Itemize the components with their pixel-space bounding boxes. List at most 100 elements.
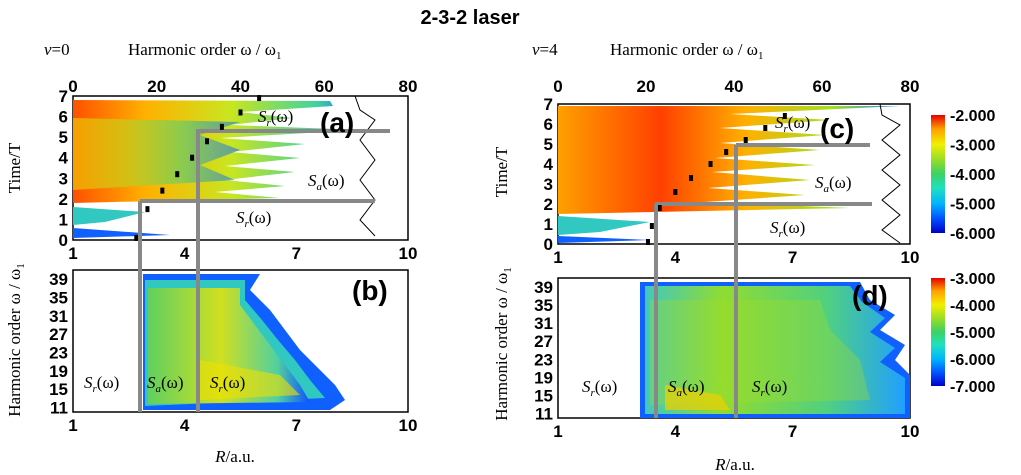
y-tick-label: 5 — [59, 128, 68, 147]
label-sa-b: Sa(ω) — [147, 373, 184, 395]
x-tick-label: 10 — [901, 248, 920, 267]
colorbar-tick-label: -3.000 — [950, 138, 995, 155]
y-tick-label: 35 — [534, 296, 553, 315]
y-tick-label: 27 — [534, 332, 553, 351]
colorbar-tick-label: -5.000 — [950, 325, 995, 342]
panel-c: v=4 Harmonic order ω / ω1 0 20 40 60 80 (c) … — [492, 40, 995, 267]
label-sr-left-d: Sr(ω) — [582, 377, 617, 399]
top-axis-ticks-a: 0 20 40 60 80 — [68, 77, 417, 96]
x-tick-label: 10 — [901, 422, 920, 441]
y-tick-label: 15 — [49, 380, 68, 399]
label-sr-upper-a: Sr(ω) — [258, 107, 293, 129]
label-sr-upper-c: Sr(ω) — [775, 113, 810, 135]
y-tick-label: 31 — [534, 314, 553, 333]
trajectory-point — [645, 239, 650, 245]
trajectory-point — [708, 161, 713, 167]
y-tick-label: 19 — [49, 362, 68, 381]
colorbar-c — [931, 115, 945, 233]
x-axis-ticks-b: 1 4 7 10 — [68, 416, 417, 435]
y-tick-label: 4 — [544, 155, 554, 174]
x-axis-label-b: R/a.u. — [214, 447, 255, 466]
label-sr-lower-a: Sr(ω) — [236, 208, 271, 230]
colorbar-ticks-d: -3.000 -4.000 -5.000 -6.000 -7.000 — [950, 271, 995, 396]
colorbar-tick-label: -4.000 — [950, 167, 995, 184]
y-tick-label: 3 — [544, 175, 553, 194]
x-axis-ticks-c: 1 4 7 10 — [553, 248, 919, 267]
colorbar-tick-label: -5.000 — [950, 197, 995, 214]
y-tick-label: 23 — [49, 343, 68, 362]
y-axis-label-b: Harmonic order ω / ω1 — [5, 263, 27, 416]
y-tick-label: 1 — [59, 210, 68, 229]
label-sa-c: Sa(ω) — [815, 173, 852, 195]
label-sr-lower-c: Sr(ω) — [770, 218, 805, 240]
colorbar-tick-label: -2.000 — [950, 108, 995, 125]
y-tick-label: 6 — [59, 108, 68, 127]
x-tick-label: 1 — [68, 416, 77, 435]
top-axis-ticks-c: 0 20 40 60 80 — [553, 77, 919, 96]
y-tick-label: 11 — [50, 398, 68, 417]
panel-label-b: (b) — [352, 275, 388, 306]
classical-trajectory-c — [645, 113, 787, 245]
colorbar-tick-label: -3.000 — [950, 271, 995, 288]
x-tick-label: 10 — [399, 244, 418, 263]
state-label-c: v=4 — [532, 40, 558, 59]
y-tick-label: 27 — [49, 325, 68, 344]
trajectory-point — [134, 234, 139, 241]
top-tick-label: 0 — [553, 77, 562, 96]
y-tick-label: 31 — [49, 307, 68, 326]
x-tick-label: 1 — [68, 244, 77, 263]
trajectory-point — [763, 125, 768, 131]
x-tick-label: 10 — [399, 416, 418, 435]
figure-title: 2-3-2 laser — [421, 7, 520, 29]
trajectory-point — [743, 137, 748, 143]
top-tick-label: 60 — [315, 77, 334, 96]
y-tick-label: 39 — [534, 278, 553, 297]
label-sr-left-b: Sr(ω) — [84, 373, 119, 395]
x-axis-label-d: R/a.u. — [714, 455, 755, 474]
y-tick-label: 4 — [59, 149, 69, 168]
top-tick-label: 0 — [68, 77, 77, 96]
y-axis-label-c: Time/T — [492, 146, 511, 197]
colorbar-ticks-c: -2.000 -3.000 -4.000 -5.000 -6.000 — [950, 108, 995, 243]
heatmap-b — [143, 274, 345, 410]
y-axis-label-a: Time/T — [5, 142, 24, 193]
colorbar-tick-label: -6.000 — [950, 226, 995, 243]
x-tick-label: 4 — [671, 422, 681, 441]
y-tick-label: 35 — [49, 288, 68, 307]
trajectory-point — [190, 154, 195, 161]
x-tick-label: 7 — [788, 248, 797, 267]
top-tick-label: 20 — [147, 77, 166, 96]
x-tick-label: 7 — [292, 416, 301, 435]
x-tick-label: 7 — [788, 422, 797, 441]
x-tick-label: 4 — [671, 248, 681, 267]
trajectory-point — [673, 189, 678, 195]
top-tick-label: 80 — [399, 77, 418, 96]
y-tick-label: 15 — [534, 386, 553, 405]
y-tick-label: 5 — [544, 135, 553, 154]
heatmap-c — [558, 104, 901, 244]
label-sr-right-b: Sr(ω) — [210, 373, 245, 395]
heatmap-d — [640, 282, 910, 418]
top-tick-label: 80 — [901, 77, 920, 96]
trajectory-point — [238, 109, 243, 116]
trajectory-point — [782, 113, 787, 119]
y-tick-label: 2 — [59, 190, 68, 209]
top-tick-label: 60 — [813, 77, 832, 96]
label-sa-a: Sa(ω) — [308, 171, 345, 193]
trajectory-point — [649, 223, 654, 229]
x-tick-label: 4 — [180, 244, 190, 263]
trajectory-point — [257, 95, 262, 102]
trajectory-point — [175, 171, 180, 178]
label-sa-d: Sa(ω) — [668, 377, 705, 399]
y-tick-label: 19 — [534, 368, 553, 387]
x-axis-ticks-d: 1 4 7 10 — [553, 422, 919, 441]
colorbar-d — [931, 278, 945, 386]
x-tick-label: 1 — [553, 248, 562, 267]
top-axis-label-c: Harmonic order ω / ω1 — [610, 40, 763, 62]
label-sr-right-d: Sr(ω) — [752, 377, 787, 399]
y-tick-label: 7 — [59, 87, 68, 106]
y-axis-label-d: Harmonic order ω / ω1 — [492, 267, 514, 420]
